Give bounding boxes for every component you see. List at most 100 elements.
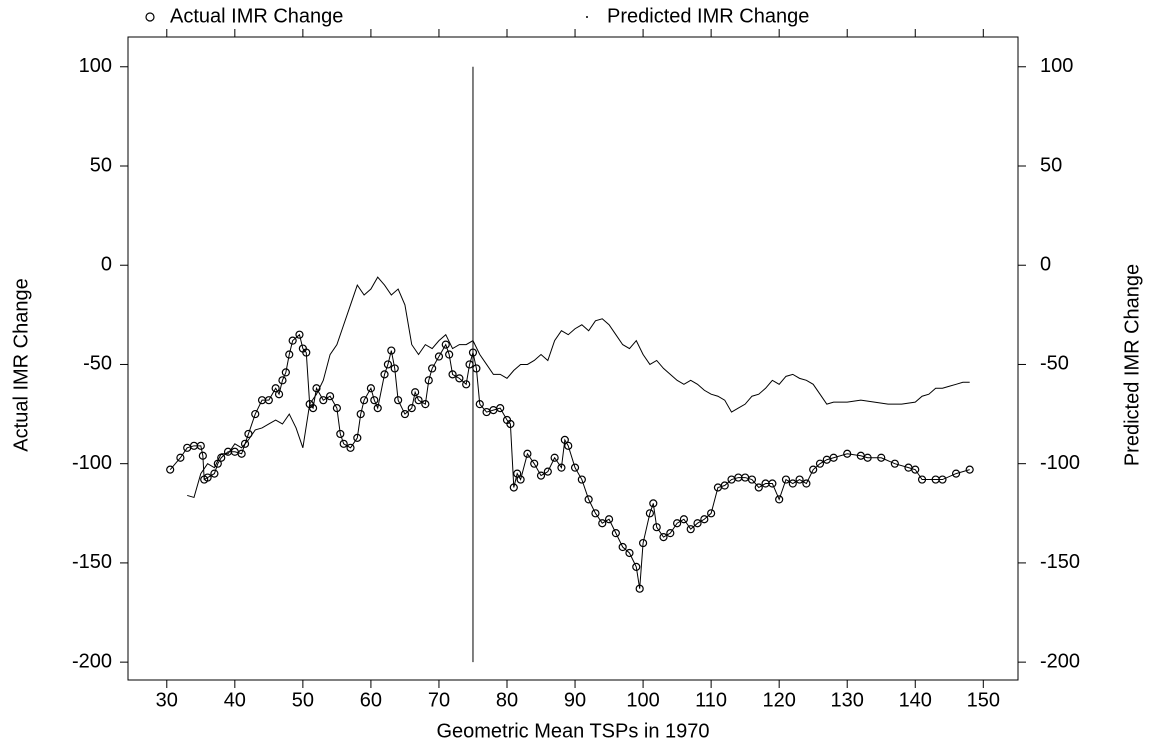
data-point (472, 364, 481, 373)
data-point (536, 471, 546, 480)
data-point (570, 463, 580, 472)
data-point (795, 475, 804, 484)
data-point (198, 451, 207, 460)
x-tick-label: 40 (224, 689, 246, 711)
data-point (611, 529, 620, 538)
y-tick-label: -100 (72, 452, 112, 474)
data-point (285, 350, 294, 359)
data-point (679, 515, 689, 524)
data-point (523, 449, 532, 458)
data-point (356, 409, 365, 419)
data-point (319, 396, 328, 405)
data-point (809, 465, 818, 474)
data-point (649, 499, 658, 508)
data-point (550, 453, 559, 462)
y2-tick-label: -150 (1040, 551, 1080, 573)
data-point (295, 330, 304, 339)
data-point (591, 509, 600, 518)
data-point (441, 340, 450, 349)
y-tick-label: 50 (90, 154, 112, 176)
data-point (448, 370, 457, 379)
legend-label: Actual IMR Change (170, 5, 343, 27)
data-point (302, 348, 311, 357)
data-point (632, 562, 641, 571)
data-point (274, 390, 284, 399)
x-tick-label: 120 (762, 689, 795, 711)
data-point (700, 515, 709, 524)
data-point (346, 443, 355, 452)
series-line (187, 276, 970, 499)
data-point (720, 481, 729, 490)
data-point (468, 348, 478, 357)
data-point (645, 509, 654, 518)
data-point (278, 376, 287, 385)
data-point (557, 463, 566, 472)
data-point (659, 533, 668, 542)
data-point (635, 584, 644, 593)
data-point (475, 400, 484, 409)
y-tick-label: -50 (83, 353, 112, 375)
data-point (625, 548, 634, 558)
data-point (308, 404, 318, 413)
data-point (445, 350, 454, 359)
data-point (366, 384, 376, 393)
data-point (598, 519, 607, 528)
data-point (863, 453, 872, 462)
x-tick-label: 70 (428, 689, 450, 711)
data-point (271, 384, 280, 393)
data-point (775, 495, 784, 504)
data-point (373, 404, 382, 413)
data-point (673, 519, 682, 528)
data-point (584, 495, 593, 504)
legend-marker (145, 12, 155, 22)
data-point (911, 465, 920, 474)
y2-tick-label: -200 (1040, 650, 1080, 672)
data-point (530, 459, 539, 468)
data-point (843, 449, 852, 458)
data-point (693, 519, 702, 528)
x-tick-label: 30 (156, 689, 178, 711)
data-point (496, 404, 505, 413)
y-tick-label: 100 (79, 55, 112, 77)
x-tick-label: 60 (360, 689, 382, 711)
data-point (360, 396, 369, 405)
data-point (513, 469, 522, 478)
y2-tick-label: -50 (1040, 353, 1069, 375)
data-point (802, 479, 811, 488)
y2-tick-label: 50 (1040, 154, 1062, 176)
data-point (686, 525, 695, 534)
data-point (815, 459, 825, 468)
data-point (414, 396, 423, 405)
data-point (890, 459, 899, 468)
y-tick-label: -150 (72, 551, 112, 573)
y2-axis-label: Predicted IMR Change (1121, 264, 1143, 466)
data-point (264, 396, 273, 405)
series-line (169, 333, 970, 589)
data-point (754, 483, 763, 492)
data-point (325, 392, 335, 401)
y-axis-label: Actual IMR Change (10, 278, 32, 451)
x-tick-label: 90 (564, 689, 586, 711)
data-point (196, 441, 205, 450)
x-tick-label: 150 (967, 689, 1000, 711)
data-point (618, 542, 627, 552)
data-point (434, 352, 444, 361)
data-point (251, 409, 260, 419)
data-point (638, 538, 648, 548)
data-point (506, 419, 515, 429)
data-point (210, 469, 219, 478)
data-point (465, 360, 474, 369)
data-point (203, 473, 212, 482)
data-point (428, 364, 437, 373)
data-point (747, 475, 757, 484)
y2-tick-label: 100 (1040, 55, 1073, 77)
data-point (781, 475, 791, 484)
data-point (652, 523, 661, 532)
data-point (390, 364, 399, 373)
data-point (407, 404, 416, 413)
data-point (768, 479, 777, 488)
data-point (387, 346, 396, 355)
data-point (400, 409, 410, 419)
